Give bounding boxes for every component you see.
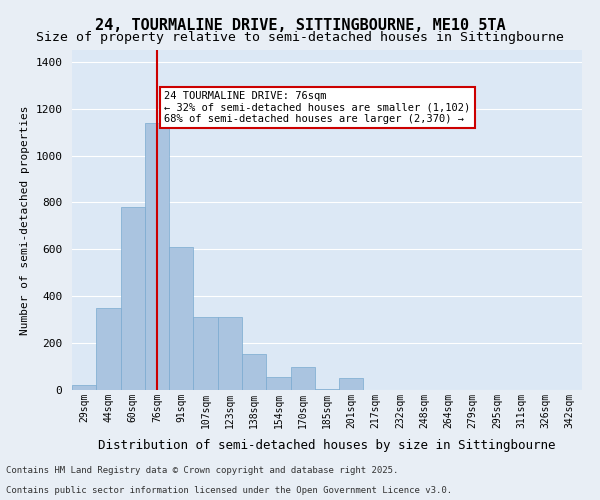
- Bar: [96, 308, 121, 390]
- Bar: [339, 378, 364, 390]
- Bar: [266, 377, 290, 390]
- X-axis label: Distribution of semi-detached houses by size in Sittingbourne: Distribution of semi-detached houses by …: [98, 439, 556, 452]
- Bar: [72, 386, 96, 390]
- Bar: [218, 318, 242, 390]
- Text: Contains public sector information licensed under the Open Government Licence v3: Contains public sector information licen…: [6, 486, 452, 495]
- Text: Size of property relative to semi-detached houses in Sittingbourne: Size of property relative to semi-detach…: [36, 31, 564, 44]
- Bar: [315, 389, 339, 390]
- Bar: [169, 247, 193, 390]
- Text: Contains HM Land Registry data © Crown copyright and database right 2025.: Contains HM Land Registry data © Crown c…: [6, 466, 398, 475]
- Bar: [121, 207, 145, 390]
- Bar: [145, 122, 169, 390]
- Y-axis label: Number of semi-detached properties: Number of semi-detached properties: [20, 106, 30, 335]
- Text: 24 TOURMALINE DRIVE: 76sqm
← 32% of semi-detached houses are smaller (1,102)
68%: 24 TOURMALINE DRIVE: 76sqm ← 32% of semi…: [164, 91, 470, 124]
- Text: 24, TOURMALINE DRIVE, SITTINGBOURNE, ME10 5TA: 24, TOURMALINE DRIVE, SITTINGBOURNE, ME1…: [95, 18, 505, 32]
- Bar: [290, 366, 315, 390]
- Bar: [242, 354, 266, 390]
- Bar: [193, 318, 218, 390]
